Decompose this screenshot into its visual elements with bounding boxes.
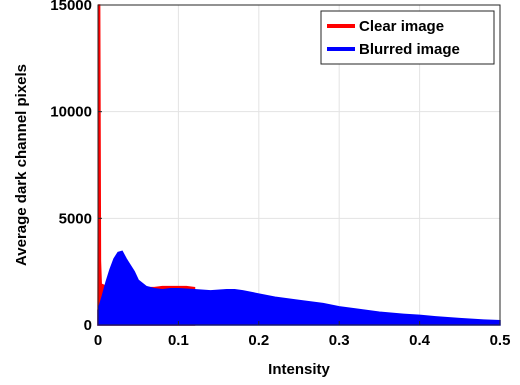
x-tick-label: 0: [94, 332, 102, 349]
x-tick-label: 0.5: [490, 332, 511, 349]
legend-label: Blurred image: [359, 41, 460, 58]
y-tick-label: 5000: [59, 210, 92, 227]
legend: Clear image Blurred image: [320, 10, 495, 65]
y-tick-label: 15000: [50, 0, 92, 14]
x-tick-label: 0.3: [329, 332, 350, 349]
y-tick-label: 10000: [50, 104, 92, 121]
plot-frame: [97, 4, 501, 326]
series-layer: [97, 4, 501, 326]
x-tick-label: 0.4: [409, 332, 431, 349]
ticks: 0 0.1 0.2 0.3 0.4 0.5 0 5000 10000 15000: [50, 0, 510, 349]
x-axis-label: Intensity: [268, 361, 330, 378]
legend-box: [320, 10, 495, 65]
series-area-blurred-image: [97, 250, 501, 326]
y-axis-label: Average dark channel pixels: [13, 64, 30, 266]
y-tick-label: 0: [84, 317, 92, 334]
x-tick-label: 0.2: [248, 332, 269, 349]
x-tick-label: 0.1: [168, 332, 189, 349]
legend-label: Clear image: [359, 18, 444, 35]
